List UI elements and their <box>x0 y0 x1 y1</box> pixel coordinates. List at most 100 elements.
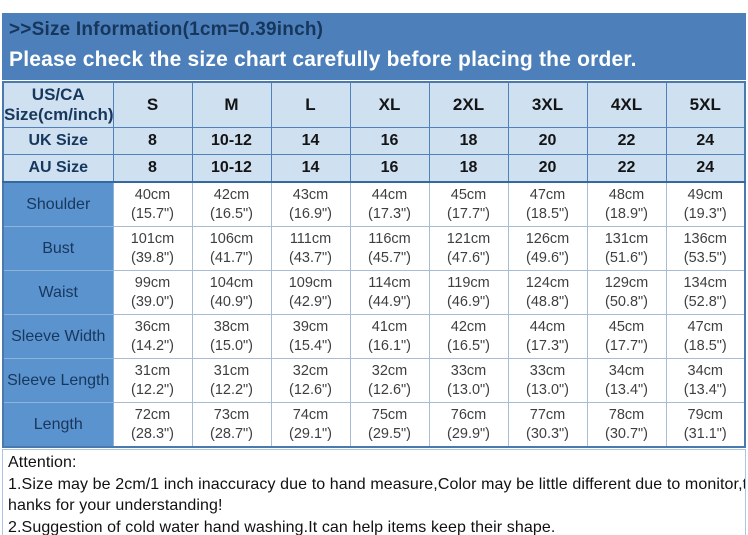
inch-value: (13.4") <box>604 381 649 398</box>
size-column-header: M <box>191 81 272 128</box>
size-value-cell: 22 <box>586 127 667 155</box>
measurement-cell: 44cm (17.3") <box>349 181 430 227</box>
measurement-cell: 109cm (42.9") <box>270 270 351 315</box>
inch-value: (43.7") <box>288 249 333 266</box>
measurement-cell: 39cm (15.4") <box>270 314 351 359</box>
inch-value: (17.3") <box>367 205 412 222</box>
row-label: Shoulder <box>2 181 114 227</box>
measurement-cell: 34cm (13.4") <box>665 358 746 403</box>
measurement-cell: 131cm (51.6") <box>586 226 667 271</box>
measurement-cell: 40cm (15.7") <box>112 181 193 227</box>
measurement-cell: 48cm (18.9") <box>586 181 667 227</box>
cm-value: 45cm <box>608 318 645 335</box>
cm-value: 43cm <box>292 186 329 203</box>
size-column-header: 3XL <box>507 81 588 128</box>
row-label: UK Size <box>2 127 114 155</box>
cm-value: 33cm <box>450 362 487 379</box>
measurement-cell: 47cm (18.5") <box>665 314 746 359</box>
measurement-cell: 32cm (12.6") <box>349 358 430 403</box>
cm-value: 73cm <box>213 406 250 423</box>
row-label: Sleeve Length <box>2 358 114 403</box>
inch-value: (29.1") <box>288 425 333 442</box>
cm-value: 49cm <box>687 186 723 203</box>
inch-value: (48.8") <box>525 293 570 310</box>
size-value-cell: 14 <box>270 127 351 155</box>
cm-value: 109cm <box>288 274 333 291</box>
cm-value: 79cm <box>687 406 723 423</box>
cm-value: 74cm <box>292 406 329 423</box>
inch-value: (15.0") <box>209 337 254 354</box>
cm-value: 32cm <box>371 362 408 379</box>
measurement-cell: 45cm (17.7") <box>586 314 667 359</box>
measurement-cell: 72cm (28.3") <box>112 402 193 448</box>
attention-line: 1.Size may be 2cm/1 inch inaccuracy due … <box>8 475 746 493</box>
measurement-cell: 75cm (29.5") <box>349 402 430 448</box>
measurement-cell: 42cm (16.5") <box>191 181 272 227</box>
measurement-cell: 74cm (29.1") <box>270 402 351 448</box>
inch-value: (51.6") <box>604 249 649 266</box>
inch-value: (39.8") <box>130 249 175 266</box>
size-column-header: S <box>112 81 193 128</box>
measurement-cell: 106cm (41.7") <box>191 226 272 271</box>
size-column-header: 4XL <box>586 81 667 128</box>
size-value-cell: 16 <box>349 154 430 183</box>
measurement-cell: 73cm (28.7") <box>191 402 272 448</box>
size-value-cell: 20 <box>507 154 588 183</box>
size-column-header: 5XL <box>665 81 746 128</box>
measurement-cell: 99cm (39.0") <box>112 270 193 315</box>
size-column-header: 2XL <box>428 81 509 128</box>
measurement-cell: 79cm (31.1") <box>665 402 746 448</box>
measurement-cell: 129cm (50.8") <box>586 270 667 315</box>
cm-value: 114cm <box>368 274 411 291</box>
size-info-banner: >>Size Information(1cm=0.39inch) Please … <box>2 13 746 80</box>
size-value-cell: 14 <box>270 154 351 183</box>
inch-value: (17.7") <box>446 205 491 222</box>
measurement-cell: 134cm (52.8") <box>665 270 746 315</box>
size-chart-table: US/CA Size(cm/inch) S M L XL 2XL 3XL 4XL 5XL UK Si… <box>2 81 746 448</box>
row-label: Bust <box>2 226 114 271</box>
inch-value: (16.9") <box>288 205 333 222</box>
inch-value: (14.2") <box>130 337 175 354</box>
size-value-cell: 24 <box>665 154 746 183</box>
measurement-row: Waist 99cm (39.0") 104cm (40.9") 109cm (42.9")… <box>2 270 746 315</box>
row-label: AU Size <box>2 154 114 183</box>
inch-value: (16.5") <box>446 337 491 354</box>
measurement-cell: 42cm (16.5") <box>428 314 509 359</box>
cm-value: 36cm <box>134 318 171 335</box>
inch-value: (17.7") <box>604 337 649 354</box>
inch-value: (46.9") <box>446 293 491 310</box>
inch-value: (13.0") <box>525 381 570 398</box>
cm-value: 104cm <box>209 274 254 291</box>
corner-header: US/CA Size(cm/inch) <box>2 81 114 128</box>
cm-value: 42cm <box>450 318 487 335</box>
measurement-cell: 104cm (40.9") <box>191 270 272 315</box>
cm-value: 31cm <box>213 362 250 379</box>
measurement-cell: 34cm (13.4") <box>586 358 667 403</box>
cm-value: 106cm <box>209 230 254 247</box>
row-label: Length <box>2 402 114 448</box>
measurement-cell: 41cm (16.1") <box>349 314 430 359</box>
cm-value: 33cm <box>529 362 566 379</box>
cm-value: 31cm <box>134 362 171 379</box>
cm-value: 116cm <box>368 230 411 247</box>
inch-value: (12.6") <box>367 381 412 398</box>
measurement-row: Sleeve Length 31cm (12.2") 31cm (12.2") 32cm (… <box>2 358 746 403</box>
cm-value: 124cm <box>525 274 570 291</box>
measurement-row: Bust 101cm (39.8") 106cm (41.7") 111cm (43.7")… <box>2 226 746 271</box>
inch-value: (50.8") <box>604 293 649 310</box>
measurement-cell: 101cm (39.8") <box>112 226 193 271</box>
measurement-cell: 47cm (18.5") <box>507 181 588 227</box>
size-column-header: XL <box>349 81 430 128</box>
measurement-cell: 45cm (17.7") <box>428 181 509 227</box>
inch-value: (19.3") <box>683 205 727 222</box>
cm-value: 41cm <box>371 318 408 335</box>
cm-value: 78cm <box>608 406 645 423</box>
measurement-cell: 31cm (12.2") <box>191 358 272 403</box>
inch-value: (13.4") <box>683 381 727 398</box>
inch-value: (18.9") <box>604 205 649 222</box>
inch-value: (13.0") <box>446 381 491 398</box>
cm-value: 72cm <box>134 406 171 423</box>
size-value-cell: 16 <box>349 127 430 155</box>
cm-value: 136cm <box>683 230 728 247</box>
